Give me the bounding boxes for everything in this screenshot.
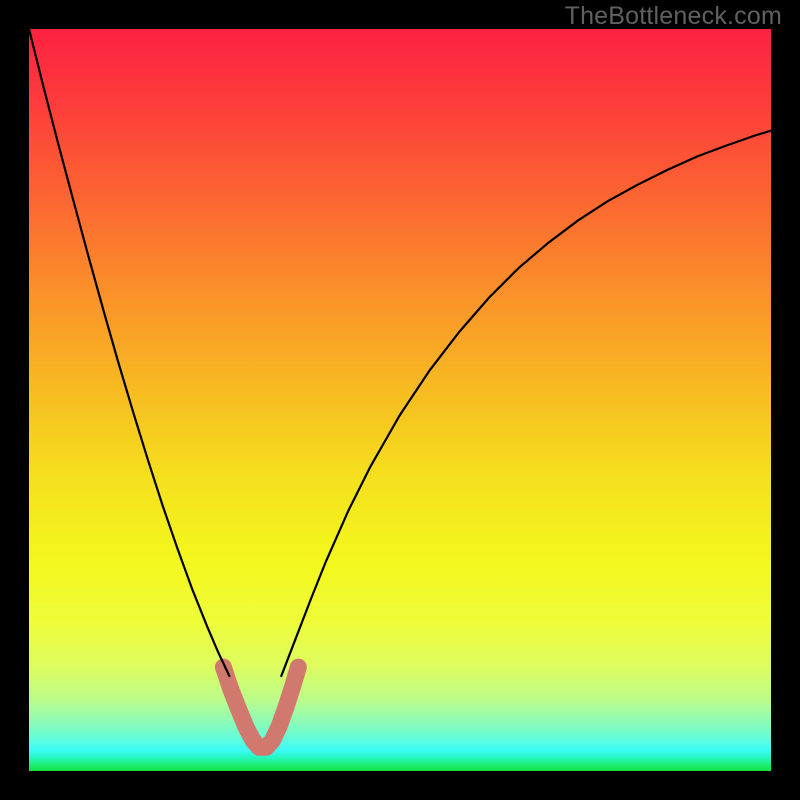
watermark-text: TheBottleneck.com bbox=[565, 2, 782, 31]
chart-frame: TheBottleneck.com bbox=[0, 0, 800, 800]
chart-svg bbox=[29, 29, 771, 771]
plot-area bbox=[29, 29, 771, 771]
